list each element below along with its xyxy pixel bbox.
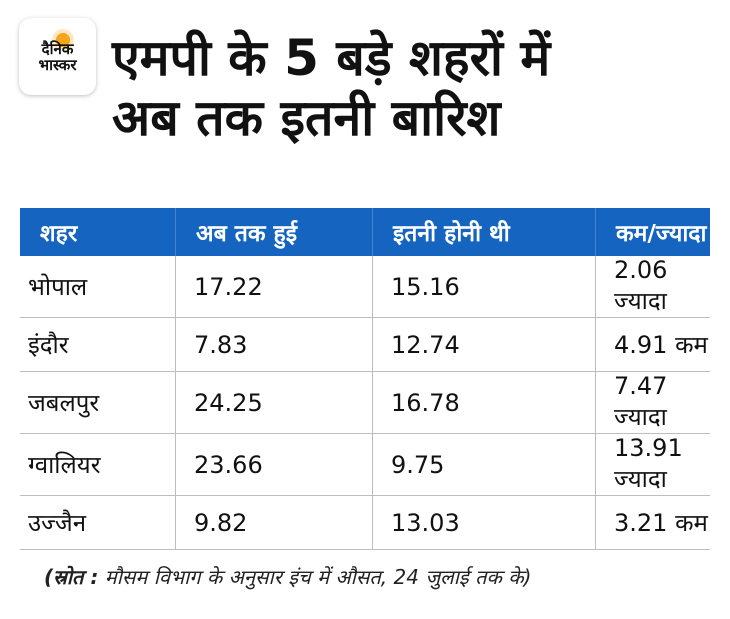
dainik-bhaskar-logo: दैनिक भास्कर [19, 18, 96, 95]
logo-line-1: दैनिक [41, 39, 74, 58]
table-row: इंदौर 7.83 12.74 4.91 कम [20, 317, 710, 372]
cell-received: 7.83 [175, 317, 373, 372]
cell-city: ग्वालियर [20, 433, 176, 496]
header-received: अब तक हुई [175, 208, 373, 256]
cell-city: जबलपुर [20, 371, 176, 434]
cell-city: इंदौर [20, 317, 176, 372]
source-label: (स्रोत : [44, 565, 99, 589]
cell-received: 24.25 [175, 371, 373, 434]
header-expected: इतनी होनी थी [372, 208, 596, 256]
cell-received: 9.82 [175, 495, 373, 550]
logo-line-2: भास्कर [38, 55, 77, 74]
page-title: एमपी के 5 बड़े शहरों में अब तक इतनी बारि… [112, 28, 550, 148]
source-text: मौसम विभाग के अनुसार इंच में औसत, 24 जुल… [98, 565, 532, 589]
cell-difference: 4.91 कम [595, 317, 710, 372]
cell-city: उज्जैन [20, 495, 176, 550]
cell-difference: 13.91 ज्यादा [595, 433, 710, 496]
cell-expected: 16.78 [372, 371, 596, 434]
table-row: ग्वालियर 23.66 9.75 13.91 ज्यादा [20, 433, 710, 496]
cell-difference: 3.21 कम [595, 495, 710, 550]
table-row: उज्जैन 9.82 13.03 3.21 कम [20, 495, 710, 550]
rainfall-table: शहर अब तक हुई इतनी होनी थी कम/ज्यादा भोप… [20, 208, 710, 550]
cell-expected: 15.16 [372, 256, 596, 318]
table-row: भोपाल 17.22 15.16 2.06 ज्यादा [20, 256, 710, 318]
cell-expected: 12.74 [372, 317, 596, 372]
header-city: शहर [20, 208, 176, 256]
cell-difference: 7.47 ज्यादा [595, 371, 710, 434]
title-line-1: एमपी के 5 बड़े शहरों में [112, 29, 551, 87]
cell-expected: 9.75 [372, 433, 596, 496]
title-line-2: अब तक इतनी बारिश [112, 89, 501, 147]
table-row: जबलपुर 24.25 16.78 7.47 ज्यादा [20, 371, 710, 434]
cell-expected: 13.03 [372, 495, 596, 550]
cell-received: 17.22 [175, 256, 373, 318]
header-difference: कम/ज्यादा [595, 208, 710, 256]
sun-icon [52, 29, 74, 51]
cell-received: 23.66 [175, 433, 373, 496]
cell-city: भोपाल [20, 256, 176, 318]
cell-difference: 2.06 ज्यादा [595, 256, 710, 318]
source-note: (स्रोत : मौसम विभाग के अनुसार इंच में औस… [44, 563, 531, 590]
table-header-row: शहर अब तक हुई इतनी होनी थी कम/ज्यादा [20, 208, 710, 256]
